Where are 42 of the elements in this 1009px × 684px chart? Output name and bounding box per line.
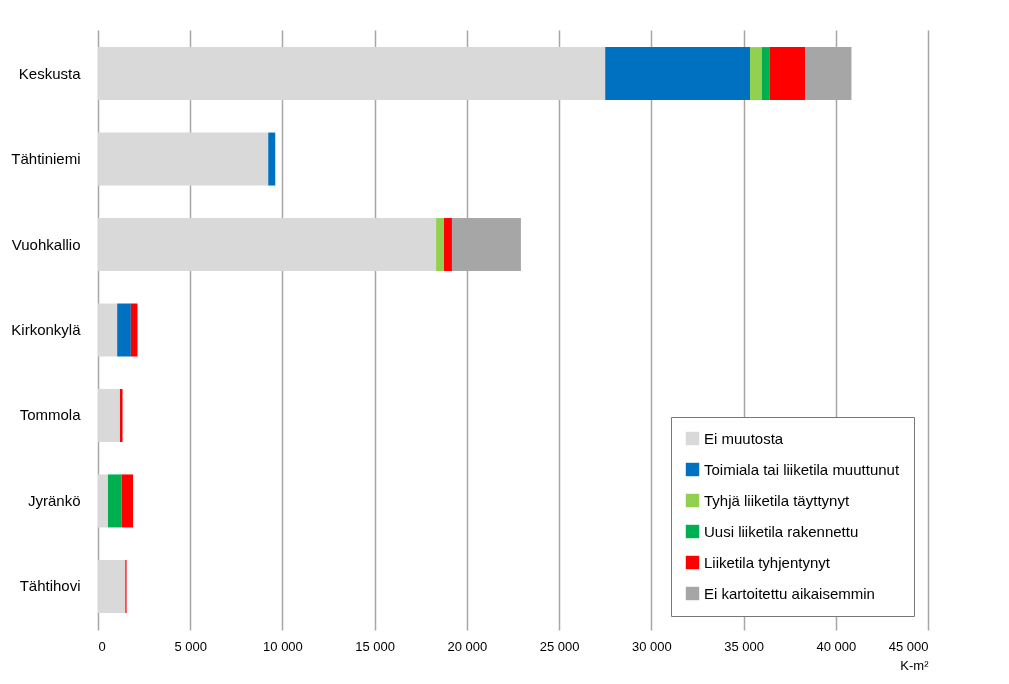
bar: [605, 47, 751, 101]
bar: [121, 474, 134, 528]
bar: [98, 132, 269, 186]
legend-label: Ei kartoitettu aikaisemmin: [704, 584, 875, 602]
x-tick-label: 40 000: [816, 638, 857, 654]
bar: [769, 47, 806, 101]
bar: [268, 132, 276, 186]
y-tick-label: Vuohkallio: [11, 235, 81, 253]
bar: [98, 474, 108, 528]
bar: [98, 47, 606, 101]
x-axis-title: K-m²: [900, 657, 930, 673]
bar: [762, 47, 770, 101]
legend-label: Tyhjä liiketila täyttynyt: [704, 491, 850, 509]
y-tick-label: Jyränkö: [27, 491, 81, 509]
y-tick-label: Tommola: [19, 406, 82, 424]
x-tick-label: 0: [98, 638, 106, 654]
bar: [107, 474, 122, 528]
bar: [444, 218, 452, 272]
legend-label: Uusi liiketila rakennettu: [704, 522, 859, 540]
legend-label: Toimiala tai liiketila muuttunut: [704, 460, 900, 478]
bar: [98, 303, 118, 357]
bar: [750, 47, 762, 101]
y-tick-label: Tähtiniemi: [11, 150, 81, 168]
x-tick-label: 35 000: [724, 638, 764, 654]
x-tick-label: 10 000: [263, 638, 303, 654]
bar: [98, 218, 437, 272]
x-tick-label: 45 000: [888, 638, 929, 654]
y-tick-label: Tähtihovi: [19, 577, 81, 595]
y-tick-label: Keskusta: [18, 64, 82, 82]
bar: [436, 218, 445, 272]
bar: [98, 388, 120, 442]
x-tick-label: 25 000: [539, 638, 580, 654]
bar: [117, 303, 131, 357]
y-tick-label: Kirkonkylä: [11, 321, 82, 338]
x-tick-label: 15 000: [355, 638, 396, 654]
x-tick-label: 30 000: [631, 638, 672, 654]
x-tick-label: 20 000: [447, 638, 488, 654]
legend-label: Liiketila tyhjentynyt: [704, 553, 831, 571]
bar: [119, 388, 123, 442]
legend-label: Ei muutosta: [704, 429, 784, 447]
x-tick-label: 5 000: [174, 638, 207, 654]
bar: [98, 559, 126, 613]
